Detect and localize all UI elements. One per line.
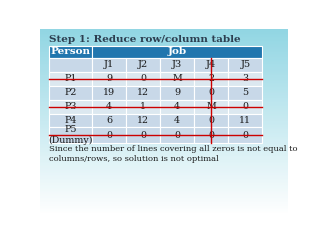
Text: M: M xyxy=(172,74,182,83)
Bar xyxy=(49,86,92,100)
Bar xyxy=(92,72,126,86)
Text: 0: 0 xyxy=(174,131,180,140)
Bar xyxy=(194,100,228,114)
Text: 5: 5 xyxy=(242,88,248,97)
Bar xyxy=(194,72,228,86)
Text: 2: 2 xyxy=(208,74,214,83)
Bar xyxy=(126,58,160,72)
Bar xyxy=(194,86,228,100)
Bar xyxy=(126,114,160,127)
Text: 12: 12 xyxy=(137,116,149,125)
Text: 0: 0 xyxy=(208,116,214,125)
Text: 0: 0 xyxy=(140,131,146,140)
Bar xyxy=(126,72,160,86)
Bar xyxy=(92,127,126,143)
Bar xyxy=(228,72,262,86)
Bar xyxy=(49,114,92,127)
Text: 9: 9 xyxy=(174,88,180,97)
Bar xyxy=(160,58,194,72)
Text: 0: 0 xyxy=(208,88,214,97)
Bar xyxy=(92,58,126,72)
Bar xyxy=(194,127,228,143)
Text: 11: 11 xyxy=(239,116,252,125)
Text: 0: 0 xyxy=(140,74,146,83)
Text: P5
(Dummy): P5 (Dummy) xyxy=(48,125,93,145)
Text: 0: 0 xyxy=(106,131,112,140)
Text: J1: J1 xyxy=(104,60,114,70)
Text: Job: Job xyxy=(168,48,187,56)
Bar xyxy=(160,127,194,143)
Text: 9: 9 xyxy=(106,74,112,83)
Text: Step 1: Reduce row/column table: Step 1: Reduce row/column table xyxy=(49,35,241,44)
Bar xyxy=(49,46,92,58)
Text: 0: 0 xyxy=(208,131,214,140)
Text: 0: 0 xyxy=(242,102,248,111)
Text: J5: J5 xyxy=(240,60,251,70)
Bar xyxy=(126,100,160,114)
Text: M: M xyxy=(206,102,216,111)
Bar xyxy=(228,86,262,100)
Text: P1: P1 xyxy=(64,74,77,83)
Text: 4: 4 xyxy=(174,116,180,125)
Text: 4: 4 xyxy=(106,102,112,111)
Bar xyxy=(49,58,92,72)
Text: 19: 19 xyxy=(103,88,115,97)
Text: J4: J4 xyxy=(206,60,216,70)
Bar xyxy=(92,114,126,127)
Text: Since the number of lines covering all zeros is not equal to
columns/rows, so so: Since the number of lines covering all z… xyxy=(49,145,298,163)
Bar xyxy=(228,114,262,127)
Bar xyxy=(160,100,194,114)
Bar xyxy=(228,100,262,114)
Text: P3: P3 xyxy=(64,102,77,111)
Text: 12: 12 xyxy=(137,88,149,97)
Bar xyxy=(126,127,160,143)
Bar xyxy=(228,127,262,143)
Bar xyxy=(92,86,126,100)
Text: J2: J2 xyxy=(138,60,148,70)
Text: Person: Person xyxy=(51,48,91,56)
Bar xyxy=(49,72,92,86)
Text: 4: 4 xyxy=(174,102,180,111)
Text: 6: 6 xyxy=(106,116,112,125)
Bar xyxy=(49,127,92,143)
Text: 3: 3 xyxy=(242,74,248,83)
Bar xyxy=(92,100,126,114)
Bar xyxy=(194,114,228,127)
Bar xyxy=(92,46,262,58)
Bar xyxy=(228,58,262,72)
Bar xyxy=(160,86,194,100)
Text: 1: 1 xyxy=(140,102,146,111)
Text: J3: J3 xyxy=(172,60,182,70)
Text: 0: 0 xyxy=(242,131,248,140)
Bar xyxy=(126,86,160,100)
Text: P2: P2 xyxy=(64,88,77,97)
Bar xyxy=(194,58,228,72)
Bar xyxy=(49,100,92,114)
Bar xyxy=(160,114,194,127)
Text: P4: P4 xyxy=(64,116,77,125)
Bar xyxy=(160,72,194,86)
